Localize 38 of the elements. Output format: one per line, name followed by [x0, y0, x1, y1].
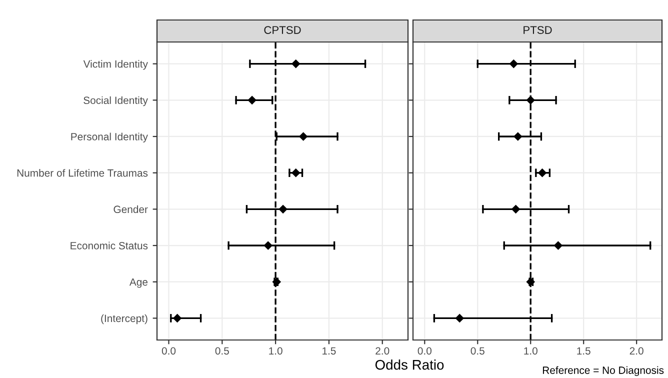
point [510, 60, 518, 68]
y-tick-label: Age [129, 278, 148, 288]
y-tick-label: Victim Identity [83, 60, 148, 70]
x-tick-label: 1.0 [269, 347, 282, 355]
point [264, 241, 272, 250]
point [292, 168, 300, 177]
text: Reference = No Diagnosis [542, 366, 664, 376]
point [554, 241, 562, 250]
chart-title: PTSD [524, 26, 552, 34]
point [526, 278, 535, 286]
point [455, 314, 464, 322]
point [538, 168, 546, 177]
x-tick-label: 0.0 [418, 347, 432, 355]
y-tick-label: Social Identity [84, 96, 148, 106]
point [272, 278, 281, 286]
point [173, 314, 182, 322]
x-tick-label: 0.5 [215, 347, 229, 355]
x-tick-label: 2.0 [376, 347, 390, 355]
point [514, 132, 522, 141]
y-tick-label: (Intercept) [101, 314, 148, 324]
chart-title: CPTSD [264, 26, 301, 34]
y-tick-label: Economic Status [70, 242, 148, 250]
point [512, 205, 520, 214]
point [292, 60, 300, 68]
point [278, 205, 288, 214]
x-tick-label: 0.0 [162, 347, 176, 355]
x-tick-label: 1.0 [524, 347, 538, 355]
point [299, 132, 308, 141]
x-axis-title: Odds Ratio [375, 360, 444, 370]
x-tick-label: 2.0 [630, 347, 644, 355]
y-tick-label: Number of Lifetime Traumas [17, 169, 148, 177]
x-tick-label: 1.5 [322, 347, 336, 355]
point [248, 96, 256, 104]
x-tick-label: 0.5 [470, 347, 484, 355]
point [526, 96, 535, 104]
y-tick-label: Personal Identity [71, 132, 148, 142]
y-tick-label: Gender [114, 205, 148, 214]
x-tick-label: 1.5 [577, 347, 590, 355]
